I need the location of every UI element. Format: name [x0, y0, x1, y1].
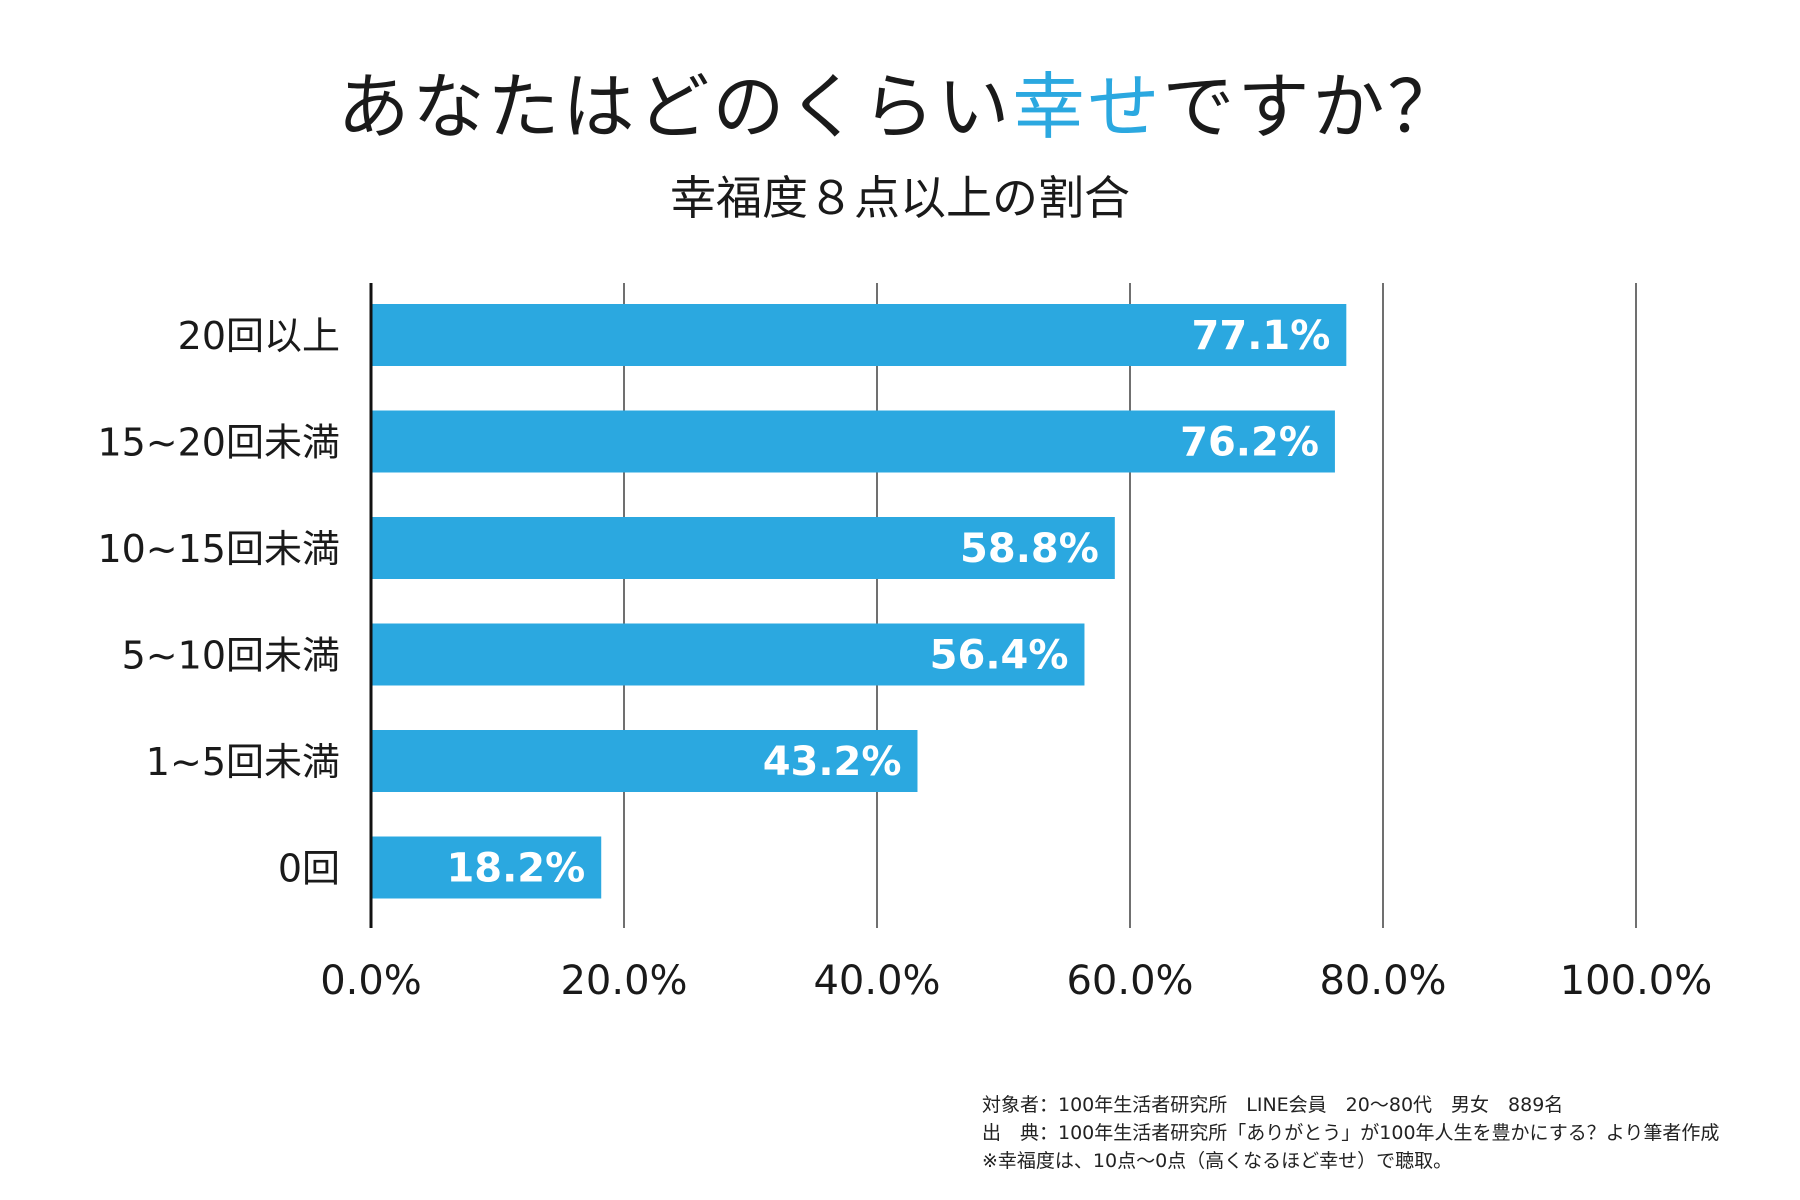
bar-value-label: 58.8%: [960, 526, 1099, 572]
chart-subtitle: 幸福度８点以上の割合: [670, 171, 1130, 225]
note-line-method: ※幸福度は、10点〜0点（高くなるほど幸せ）で聴取。: [982, 1150, 1453, 1172]
bar-value-label: 43.2%: [763, 739, 902, 785]
x-tick-label: 0.0%: [320, 958, 422, 1004]
bar: [371, 410, 1335, 473]
bar: [371, 517, 1115, 579]
bar: [371, 730, 918, 792]
source-notes: 対象者：100年生活者研究所 LINE会員 20〜80代 男女 889名 出 典…: [982, 1091, 1719, 1175]
x-tick-label: 100.0%: [1560, 958, 1713, 1004]
bar-value-label: 56.4%: [930, 633, 1069, 679]
title-text-after: ですか？: [1162, 65, 1463, 149]
bar-value-label: 18.2%: [446, 846, 585, 892]
x-tick-label: 60.0%: [1066, 958, 1193, 1004]
bar-value-label: 76.2%: [1180, 420, 1319, 466]
category-label: 15~20回未満: [97, 421, 340, 465]
category-label: 5~10回未満: [122, 634, 340, 678]
category-label: 20回以上: [178, 314, 340, 358]
x-tick-label: 40.0%: [813, 958, 940, 1004]
category-label: 0回: [278, 847, 340, 891]
bar: [371, 304, 1347, 366]
note-line-target: 対象者：100年生活者研究所 LINE会員 20〜80代 男女 889名: [982, 1094, 1564, 1116]
bar-value-label: 77.1%: [1192, 313, 1331, 359]
note-line-source: 出 典：100年生活者研究所「ありがとう」が100年人生を豊かにする？より筆者作…: [982, 1122, 1720, 1144]
title-text-before: あなたはどのくらい: [337, 65, 1013, 149]
title-text-accent: 幸せ: [1012, 65, 1163, 149]
chart-title: あなたはどのくらい幸せですか？: [0, 62, 1800, 152]
bar: [371, 836, 602, 899]
bar: [371, 623, 1085, 686]
x-tick-label: 20.0%: [560, 958, 687, 1004]
category-label: 10~15回未満: [97, 527, 340, 571]
category-label: 1~5回未満: [146, 740, 340, 784]
x-tick-label: 80.0%: [1319, 958, 1446, 1004]
